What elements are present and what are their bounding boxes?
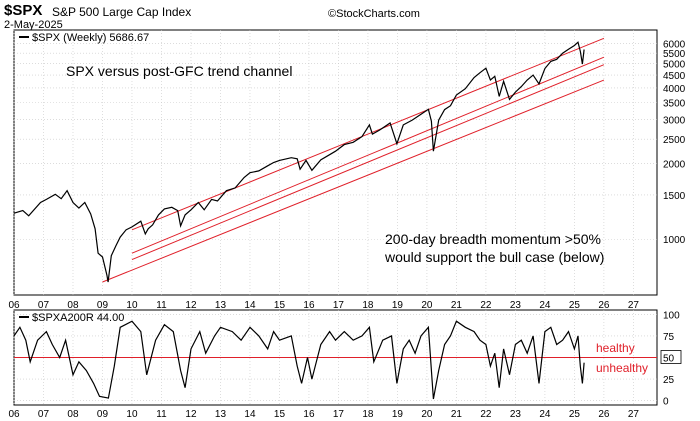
breadth-x-tick-label: 08 (67, 409, 79, 420)
breadth-x-tick-label: 20 (421, 409, 433, 420)
trend-channel-line (102, 79, 605, 283)
price-y-tick-label: 6000 (663, 40, 686, 51)
price-x-tick-label: 18 (362, 300, 374, 311)
price-x-tick-label: 13 (215, 300, 227, 311)
breadth-50-marker-box (660, 350, 682, 364)
healthy-label: healthy (596, 341, 635, 355)
price-x-tick-label: 09 (97, 300, 109, 311)
chart-security-name: S&P 500 Large Cap Index (52, 5, 192, 19)
price-y-tick-label: 2000 (663, 160, 686, 171)
price-x-tick-label: 27 (628, 300, 640, 311)
price-legend: $SPX (Weekly) 5686.67 (32, 32, 149, 44)
price-y-tick-label: 5500 (663, 49, 686, 60)
price-x-tick-label: 11 (156, 300, 167, 311)
price-x-tick-label: 07 (38, 300, 50, 311)
breadth-x-tick-label: 15 (274, 409, 286, 420)
price-chart-title: SPX versus post-GFC trend channel (66, 63, 292, 79)
price-x-tick-label: 06 (8, 300, 20, 311)
price-x-tick-label: 08 (67, 300, 79, 311)
breadth-x-axis-ticks: 06 07 08 09 10 11 12 13 14 15 16 17 18 19 20 21 22 23 24 25… (8, 409, 639, 420)
breadth-x-tick-label: 25 (569, 409, 581, 420)
price-x-tick-label: 19 (392, 300, 404, 311)
breadth-legend: $SPXA200R 44.00 (32, 312, 124, 324)
breadth-x-tick-label: 11 (156, 409, 167, 420)
spxa200r-line (13, 320, 585, 400)
price-x-tick-label: 26 (598, 300, 610, 311)
price-y-tick-label: 3500 (663, 98, 686, 109)
price-x-tick-label: 16 (303, 300, 315, 311)
trend-channel-line (131, 64, 605, 261)
price-y-axis-ticks: 1000 1500 2000 2500 3000 3500 4000 450050005500… (663, 40, 686, 247)
breadth-x-tick-label: 26 (598, 409, 610, 420)
breadth-x-tick-label: 12 (185, 409, 197, 420)
price-x-tick-label: 22 (480, 300, 492, 311)
breadth-y-axis-ticks: 0 25 50 75 100 (660, 310, 682, 408)
trend-channel-line (131, 37, 605, 231)
breadth-x-tick-label: 21 (451, 409, 463, 420)
price-x-tick-label: 15 (274, 300, 286, 311)
breadth-x-tick-label: 24 (539, 409, 551, 420)
price-x-tick-label: 10 (126, 300, 138, 311)
breadth-x-tick-label: 14 (244, 409, 256, 420)
chart-symbol: $SPX (4, 2, 43, 19)
breadth-x-tick-label: 23 (510, 409, 522, 420)
breadth-y-tick-label: 100 (663, 310, 680, 321)
price-gridlines (13, 30, 657, 295)
breadth-y-tick-label: 0 (663, 397, 669, 408)
breadth-y-tick-label: 25 (663, 375, 675, 386)
breadth-x-tick-label: 27 (628, 409, 640, 420)
price-y-tick-label: 4000 (663, 84, 686, 95)
price-x-tick-label: 23 (510, 300, 522, 311)
price-y-tick-label: 3000 (663, 115, 686, 126)
breadth-x-tick-label: 19 (392, 409, 404, 420)
stockcharts-watermark: ©StockCharts.com (328, 8, 420, 20)
trend-channel-lines (102, 37, 605, 283)
price-y-tick-label: 2500 (663, 135, 686, 146)
spx-price-line (13, 41, 585, 283)
price-x-tick-label: 17 (333, 300, 345, 311)
breadth-x-tick-label: 22 (480, 409, 492, 420)
breadth-y-tick-label: 50 (663, 354, 675, 365)
price-x-axis-ticks: 06 07 08 09 10 11 12 13 14 15 16 17 18 19 20 21 22 23 24 25… (8, 300, 639, 311)
price-x-tick-label: 21 (451, 300, 463, 311)
price-x-tick-label: 20 (421, 300, 433, 311)
breadth-x-tick-label: 13 (215, 409, 227, 420)
breadth-x-tick-label: 09 (97, 409, 109, 420)
price-x-tick-label: 25 (569, 300, 581, 311)
price-y-tick-label: 1500 (663, 191, 686, 202)
annotation-line-1: 200-day breadth momentum >50% (385, 231, 601, 247)
price-y-tick-label: 1000 (663, 235, 686, 246)
breadth-x-tick-label: 18 (362, 409, 374, 420)
price-x-tick-label: 24 (539, 300, 551, 311)
chart-date: 2-May-2025 (4, 19, 63, 31)
breadth-x-tick-label: 07 (38, 409, 50, 420)
price-y-tick-label: 5000 (663, 60, 686, 71)
price-x-tick-label: 12 (185, 300, 197, 311)
unhealthy-label: unhealthy (596, 361, 648, 375)
breadth-y-tick-label: 75 (663, 332, 675, 343)
price-x-tick-label: 14 (244, 300, 256, 311)
breadth-x-tick-label: 06 (8, 409, 20, 420)
breadth-x-tick-label: 16 (303, 409, 315, 420)
breadth-x-tick-label: 10 (126, 409, 138, 420)
price-y-tick-label: 4500 (663, 71, 686, 82)
breadth-x-tick-label: 17 (333, 409, 345, 420)
annotation-line-2: would support the bull case (below) (384, 249, 604, 265)
trend-channel-line (131, 56, 605, 254)
